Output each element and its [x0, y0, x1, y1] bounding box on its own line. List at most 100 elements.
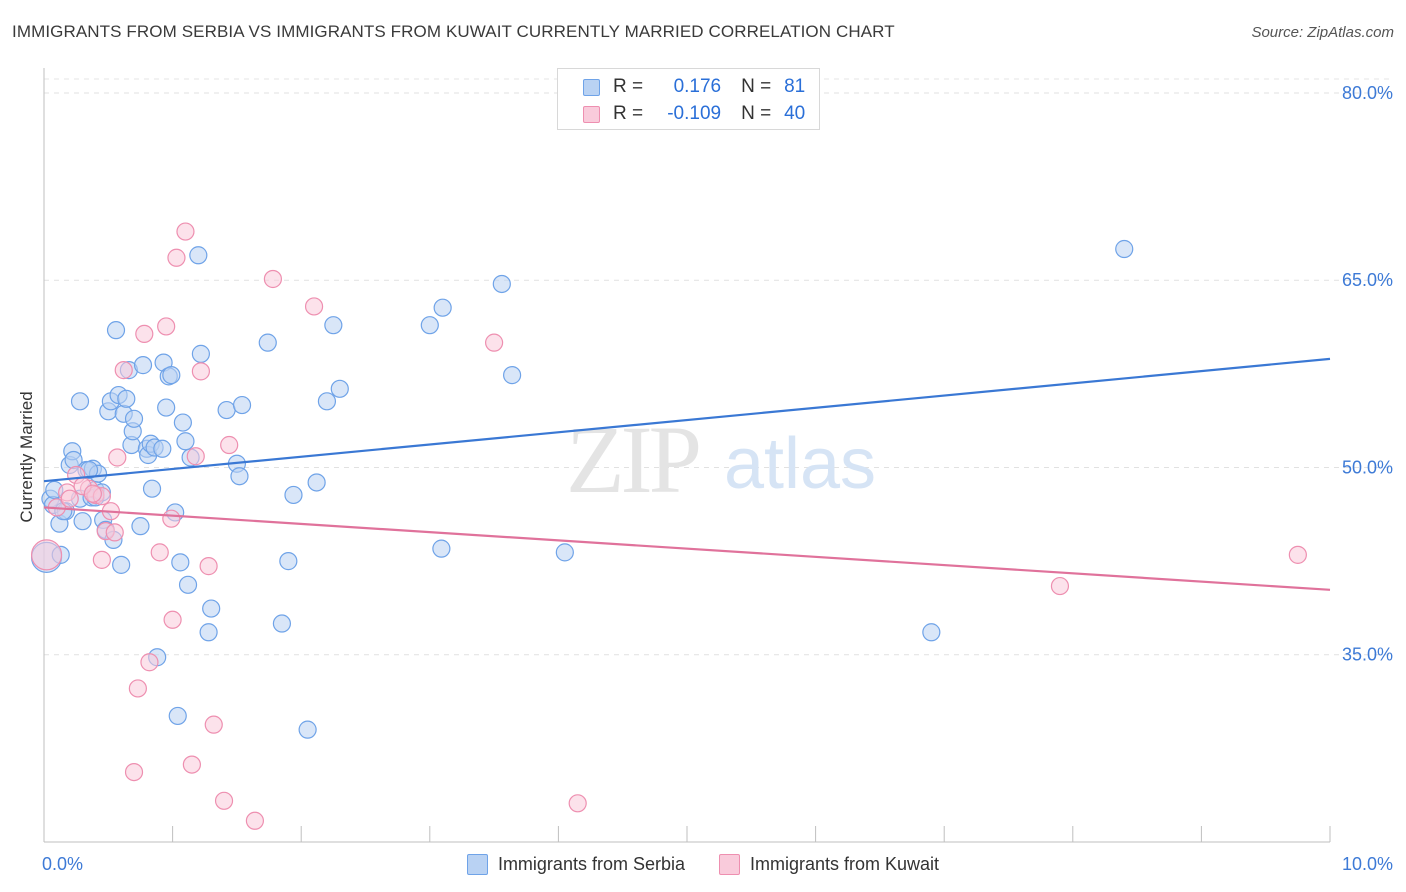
data-point — [60, 489, 79, 508]
data-point — [105, 523, 124, 542]
data-point — [173, 413, 192, 432]
n-value-kuwait: 40 — [784, 103, 806, 124]
data-point — [202, 599, 221, 618]
correlation-legend: R = 0.176 N = 81 R = -0.109 N = 40 — [557, 68, 820, 130]
data-point — [258, 333, 277, 352]
data-point — [307, 473, 326, 492]
data-point — [140, 653, 159, 672]
x-tick-label-min: 0.0% — [42, 854, 83, 874]
source-credit: Source: ZipAtlas.com — [1251, 24, 1394, 41]
data-point — [263, 269, 283, 289]
data-point — [230, 467, 249, 486]
data-point — [232, 395, 252, 415]
data-point — [178, 575, 198, 594]
data-point — [83, 484, 102, 503]
data-point — [150, 543, 169, 562]
data-point — [30, 539, 63, 571]
watermark-zip: ZIP — [566, 406, 699, 513]
data-point — [1050, 576, 1070, 596]
x-tick-label-max: 10.0% — [1342, 854, 1393, 874]
legend-label-kuwait: Immigrants from Kuwait — [750, 853, 940, 874]
data-point — [157, 398, 176, 417]
trend-line-0 — [43, 357, 1331, 483]
data-point — [199, 623, 218, 642]
y-tick-label: 35.0% — [1342, 645, 1393, 665]
data-point — [1288, 545, 1307, 564]
data-point — [245, 811, 265, 830]
data-point — [135, 324, 154, 344]
data-point — [92, 550, 111, 569]
data-point — [168, 706, 187, 726]
data-point — [324, 316, 343, 335]
data-point — [186, 447, 205, 466]
y-tick-label: 80.0% — [1342, 83, 1393, 103]
n-label: N = — [741, 76, 772, 97]
series-1-points — [30, 222, 1307, 830]
data-point — [204, 715, 223, 734]
data-point — [106, 321, 126, 340]
data-point — [124, 762, 144, 782]
data-point — [1115, 239, 1134, 259]
data-point — [272, 614, 292, 633]
data-point — [432, 539, 451, 558]
legend-row-serbia: R = 0.176 N = 81 — [558, 75, 805, 99]
legend-row-kuwait: R = -0.109 N = 40 — [558, 102, 805, 126]
data-point — [157, 317, 176, 336]
series-legend: Immigrants from Serbia Immigrants from K… — [0, 851, 1406, 877]
data-point — [142, 479, 162, 498]
chart-title: IMMIGRANTS FROM SERBIA VS IMMIGRANTS FRO… — [12, 22, 895, 41]
serbia-swatch-icon — [583, 78, 600, 96]
data-point — [70, 392, 90, 411]
data-point — [503, 366, 522, 385]
kuwait-square-icon — [719, 853, 740, 875]
data-point — [330, 379, 349, 398]
trend-line-1 — [43, 506, 1331, 591]
data-point — [284, 485, 303, 505]
data-point — [167, 248, 186, 267]
data-point — [199, 557, 218, 576]
data-point — [153, 439, 172, 458]
kuwait-swatch-icon — [583, 105, 600, 123]
data-point — [176, 222, 195, 241]
data-point — [176, 432, 195, 451]
data-point — [162, 366, 181, 385]
data-point — [555, 543, 574, 562]
n-label: N = — [741, 103, 772, 124]
data-point — [131, 517, 150, 536]
data-point — [191, 362, 210, 381]
data-point — [317, 392, 337, 411]
data-point — [433, 298, 452, 317]
watermark: ZIP atlas — [566, 406, 876, 513]
data-point — [128, 679, 147, 698]
r-label: R = — [613, 76, 644, 97]
y-tick-label: 50.0% — [1342, 457, 1393, 477]
axes — [43, 68, 1331, 843]
data-point — [214, 791, 234, 810]
r-value-serbia: 0.176 — [673, 76, 722, 97]
data-point — [492, 274, 511, 294]
data-point — [191, 344, 210, 363]
data-point — [112, 555, 131, 574]
data-point — [304, 297, 324, 316]
data-point — [182, 755, 201, 774]
legend-item-serbia[interactable]: Immigrants from Serbia — [466, 853, 685, 875]
n-value-serbia: 81 — [784, 76, 806, 97]
gridlines — [44, 78, 1390, 656]
serbia-square-icon — [466, 853, 488, 875]
legend-label-serbia: Immigrants from Serbia — [497, 853, 685, 874]
legend-item-kuwait[interactable]: Immigrants from Kuwait — [719, 853, 940, 875]
data-point — [171, 553, 190, 572]
data-point — [485, 333, 504, 352]
r-value-kuwait: -0.109 — [667, 103, 722, 124]
data-point — [220, 435, 239, 455]
data-point — [217, 400, 236, 420]
data-point — [298, 720, 317, 739]
data-point — [162, 509, 181, 528]
y-tick-label: 65.0% — [1342, 270, 1393, 290]
data-point — [124, 409, 144, 428]
data-point — [420, 316, 439, 335]
r-label: R = — [613, 103, 644, 124]
data-point — [114, 361, 133, 380]
data-point — [279, 552, 298, 571]
